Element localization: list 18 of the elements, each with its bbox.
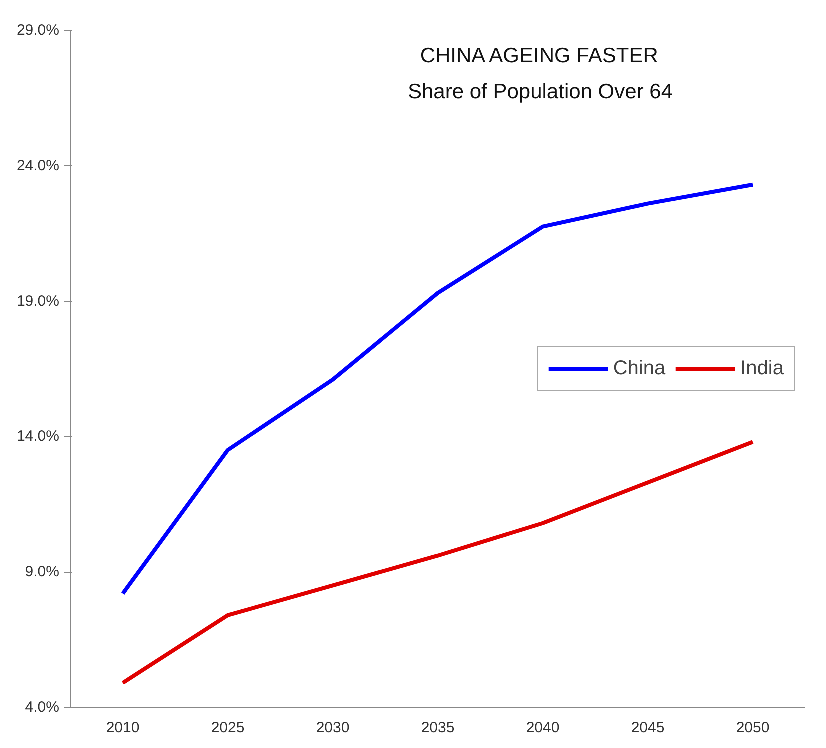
x-tick-label: 2040 [526,720,560,736]
x-tick-label: 2050 [736,720,770,736]
text: CHINA AGEING FASTER [420,44,658,68]
x-tick-label: 2010 [106,720,140,736]
line-series [121,440,755,686]
x-tick-label: 2030 [316,720,350,736]
y-tick-label: 4.0% [25,699,60,716]
y-tick-label: 24.0% [16,157,60,174]
text: Share of Population Over 64 [408,80,674,104]
legend-label: India [740,357,784,380]
legend-label: China [613,357,666,380]
y-tick-label: 14.0% [16,428,60,446]
y-tick-label: 9.0% [25,564,60,581]
x-tick-label: 2025 [211,720,245,736]
y-tick-label: 29.0% [16,22,60,39]
x-tick-label: 2045 [631,720,665,736]
y-tick-label: 19.0% [16,292,60,310]
x-tick-label: 2035 [421,720,455,736]
